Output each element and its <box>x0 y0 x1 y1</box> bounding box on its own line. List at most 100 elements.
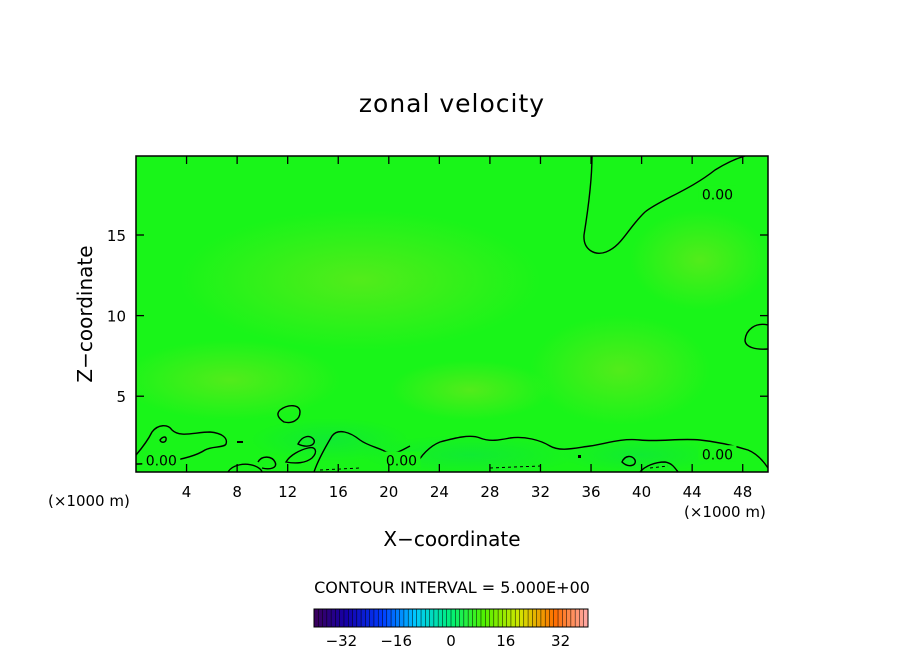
contour-mark <box>578 455 581 458</box>
contour-line <box>277 405 301 424</box>
colorbar-swatch <box>348 609 353 627</box>
x-tick-label: 24 <box>430 483 449 501</box>
contour-field <box>136 156 768 472</box>
plot-frame <box>135 155 769 473</box>
colorbar-swatch <box>575 609 580 627</box>
colorbar-swatch <box>314 609 319 627</box>
colorbar-swatch <box>421 609 426 627</box>
field-shade <box>136 340 340 420</box>
colorbar-swatch <box>485 609 490 627</box>
contour-line <box>583 156 746 254</box>
colorbar-swatch <box>408 609 413 627</box>
contour-line <box>489 465 541 469</box>
contour-line <box>297 435 315 447</box>
colorbar-ticks: −32 −16 0 16 32 <box>326 632 571 650</box>
colorbar-swatch <box>352 609 358 627</box>
contour-label: 0.00 <box>702 188 733 204</box>
x-tick-label: 28 <box>480 483 499 501</box>
colorbar-swatch <box>382 609 388 627</box>
contour-label-bg <box>698 445 737 462</box>
colorbar-swatch <box>378 609 383 627</box>
contour-lines-dashed <box>319 465 669 471</box>
contour-line <box>284 446 317 464</box>
x-unit-right: (×1000 m) <box>684 503 766 521</box>
x-unit-left: (×1000 m) <box>48 492 130 510</box>
colorbar-swatch <box>446 609 452 627</box>
colorbar-swatch <box>468 609 473 627</box>
colorbar-swatch <box>515 609 520 627</box>
contour-label: 0.00 <box>702 447 733 463</box>
contour-mark <box>237 441 243 443</box>
colorbar-swatch <box>361 609 366 627</box>
colorbar-swatch <box>562 609 567 627</box>
colorbar-swatch <box>498 609 503 627</box>
colorbar-swatch <box>356 609 362 627</box>
contour-label-bg <box>142 451 181 468</box>
contour-label-bg <box>698 185 737 202</box>
contour-label: 0.00 <box>386 454 417 470</box>
colorbar-swatch <box>489 609 495 627</box>
y-axis-label: Z−coordinate <box>73 245 97 382</box>
colorbar-frame <box>313 608 589 628</box>
colorbar-swatch <box>386 609 392 627</box>
colorbar-swatch <box>528 609 533 627</box>
colorbar-swatch <box>570 609 576 627</box>
colorbar-swatch <box>476 609 482 627</box>
y-tick-label: 15 <box>107 227 126 245</box>
field-shade <box>390 360 550 420</box>
colorbar-swatch <box>425 609 430 627</box>
colorbar-swatch <box>510 609 516 627</box>
colorbar-swatch <box>536 609 542 627</box>
y-axis: 5 10 15 <box>107 227 768 406</box>
contour-interval-text: CONTOUR INTERVAL = 5.000E+00 <box>314 578 590 597</box>
colorbar-swatch <box>540 609 546 627</box>
colorbar-swatch <box>442 609 448 627</box>
colorbar-swatch <box>463 609 469 627</box>
x-tick-label: 36 <box>581 483 600 501</box>
colorbar-swatch <box>523 609 529 627</box>
colorbar-swatch <box>566 609 572 627</box>
colorbar-swatch <box>583 609 589 627</box>
contour-line <box>621 455 636 467</box>
x-tick-label: 44 <box>683 483 702 501</box>
colorbar-swatch <box>412 609 418 627</box>
colorbar-swatch <box>369 609 375 627</box>
colorbar-swatch <box>399 609 405 627</box>
field-shade <box>180 210 540 350</box>
contour-line <box>257 456 277 470</box>
colorbar-swatch <box>455 609 460 627</box>
colorbar-tick-label: −16 <box>380 632 412 650</box>
colorbar-swatch <box>335 609 340 627</box>
colorbar-swatch <box>502 609 507 627</box>
x-tick-label: 4 <box>182 483 192 501</box>
colorbar-tick-label: 32 <box>551 632 570 650</box>
colorbar-swatch <box>395 609 400 627</box>
contour-labels: 0.00 0.00 0.00 0.00 <box>142 185 737 470</box>
colorbar-tick-label: 16 <box>496 632 515 650</box>
x-axis-label: X−coordinate <box>383 527 520 551</box>
colorbar-swatch <box>459 609 465 627</box>
colorbar-tick-label: −32 <box>326 632 358 650</box>
colorbar-swatch <box>438 609 443 627</box>
contour-line <box>744 323 768 350</box>
colorbar-swatch <box>391 609 396 627</box>
colorbar-swatch <box>519 609 525 627</box>
colorbar-swatch <box>322 609 328 627</box>
field-shade <box>630 210 768 310</box>
x-axis: 4 8 12 16 20 24 28 32 36 40 44 48 <box>182 156 752 501</box>
x-tick-label: 16 <box>329 483 348 501</box>
contour-label-bg <box>382 451 421 468</box>
y-tick-label: 5 <box>116 388 126 406</box>
colorbar-swatch <box>416 609 422 627</box>
chart-title: zonal velocity <box>359 89 545 118</box>
x-tick-label: 32 <box>531 483 550 501</box>
colorbar-swatch <box>339 609 345 627</box>
colorbar-swatch <box>318 609 323 627</box>
colorbar-swatch <box>545 609 550 627</box>
colorbar-swatch <box>506 609 512 627</box>
colorbar-swatch <box>493 609 499 627</box>
colorbar-swatch <box>343 609 349 627</box>
colorbar-swatch <box>365 609 370 627</box>
colorbar-swatch <box>331 609 336 627</box>
